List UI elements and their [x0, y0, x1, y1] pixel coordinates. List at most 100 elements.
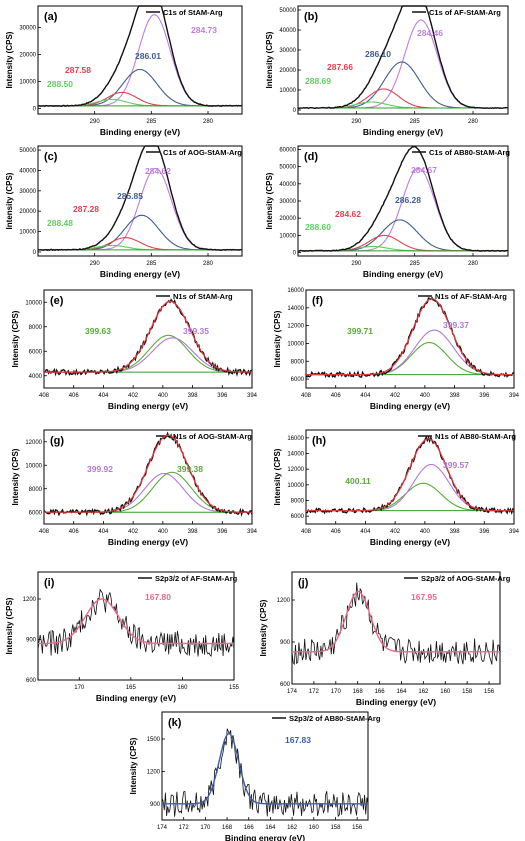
- x-tick-label: 170: [74, 685, 85, 691]
- x-tick-label: 285: [146, 119, 157, 125]
- x-axis-title: Binding energy (eV): [363, 127, 443, 137]
- y-tick-label: 0: [33, 250, 37, 256]
- y-tick-label: 30000: [279, 48, 296, 54]
- x-tick-label: 394: [509, 529, 520, 535]
- y-tick-label: 6000: [291, 377, 305, 383]
- component-peak: [44, 334, 252, 373]
- x-tick-label: 285: [146, 261, 157, 267]
- x-tick-label: 172: [179, 825, 190, 831]
- x-tick-label: 166: [244, 825, 255, 831]
- legend-label: N1s of AOG-StAM-Arg: [173, 432, 252, 441]
- y-tick-label: 10000: [19, 230, 36, 236]
- y-tick-label: 8000: [29, 487, 43, 493]
- y-tick-label: 8000: [291, 499, 305, 505]
- x-tick-label: 408: [39, 393, 50, 399]
- x-tick-label: 404: [360, 529, 371, 535]
- y-tick-label: 0: [293, 108, 297, 114]
- panel-letter: (b): [304, 11, 318, 23]
- peak-label: 399.37: [443, 320, 469, 330]
- y-tick-label: 16000: [287, 436, 304, 442]
- component-peak: [298, 88, 508, 109]
- x-tick-label: 394: [247, 393, 258, 399]
- y-tick-label: 900: [280, 640, 291, 646]
- x-tick-label: 156: [484, 689, 495, 695]
- y-tick-label: 900: [150, 802, 161, 808]
- x-tick-label: 406: [69, 393, 80, 399]
- plot-frame: [43, 289, 253, 389]
- panel-letter: (i): [44, 577, 55, 589]
- x-tick-label: 166: [375, 689, 386, 695]
- peak-label: 288.69: [305, 76, 331, 86]
- x-tick-label: 168: [222, 825, 233, 831]
- panel-g: 408 406 404 402 400 398 396 394 6000 8000 10000 120…: [11, 429, 258, 547]
- fit-envelope: [292, 590, 500, 653]
- y-tick-label: 4000: [29, 374, 43, 380]
- panel-h: 408 406 404 402 400 398 396 394 6000 8000 10000 120…: [273, 429, 520, 547]
- y-tick-label: 50000: [279, 165, 296, 171]
- y-tick-label: 30000: [19, 189, 36, 195]
- panel-c: 290 285 280 0 10000 20000 30000 40000 50000 Bindi…: [5, 145, 243, 279]
- x-axis-title: Binding energy (eV): [100, 127, 180, 137]
- raw-spectrum: [297, 5, 509, 110]
- panel-letter: (k): [168, 717, 182, 729]
- y-axis-title: Intensity (CPS): [5, 172, 14, 229]
- x-tick-label: 402: [390, 393, 401, 399]
- component-peak: [306, 463, 514, 512]
- fit-envelope: [44, 434, 252, 513]
- x-tick-label: 172: [309, 689, 320, 695]
- x-tick-label: 290: [90, 119, 101, 125]
- y-tick-label: 900: [26, 638, 37, 644]
- panel-e: 408 406 404 402 400 398 396 394 4000 6000 8000 1000…: [11, 289, 258, 411]
- x-tick-label: 160: [440, 689, 451, 695]
- y-tick-label: 50000: [19, 148, 36, 154]
- peak-label: 399.92: [87, 464, 113, 474]
- y-axis-title: Intensity (CPS): [11, 448, 20, 505]
- component-peak: [44, 472, 252, 513]
- panel-letter: (a): [44, 11, 58, 23]
- y-tick-label: 1500: [147, 737, 161, 743]
- raw-spectrum: [37, 5, 243, 108]
- x-tick-label: 285: [410, 119, 421, 125]
- x-tick-label: 406: [69, 529, 80, 535]
- x-tick-label: 394: [247, 529, 258, 535]
- panel-letter: (f): [312, 295, 323, 307]
- x-axis-title: Binding energy (eV): [100, 269, 180, 279]
- peak-label: 399.38: [177, 464, 203, 474]
- peak-label: 284.62: [145, 166, 171, 176]
- panel-b: 290 285 280 0 10000 20000 30000 40000 50000 Bindi…: [265, 5, 509, 137]
- component-peak: [44, 337, 252, 373]
- fit-envelope: [306, 438, 514, 512]
- y-tick-label: 60000: [279, 147, 296, 153]
- y-tick-label: 10000: [279, 88, 296, 94]
- x-tick-label: 398: [188, 393, 199, 399]
- legend-label: N1s of StAM-Arg: [173, 292, 233, 301]
- legend-label: S2p3/2 of AB80-StAM-Arg: [289, 714, 381, 723]
- peak-label: 167.95: [411, 592, 437, 602]
- legend-label: S2p3/2 of AOG-StAM-Arg: [421, 574, 511, 583]
- y-axis-title: Intensity (CPS): [273, 448, 282, 505]
- x-tick-label: 280: [203, 119, 214, 125]
- x-tick-label: 162: [418, 689, 429, 695]
- x-tick-label: 396: [217, 529, 228, 535]
- y-tick-label: 6000: [291, 514, 305, 520]
- panel-f: 408 406 404 402 400 398 396 394 6000 8000 10000 120…: [273, 288, 520, 411]
- x-axis-title: Binding energy (eV): [370, 401, 450, 411]
- peak-label: 288.60: [305, 222, 331, 232]
- y-tick-label: 40000: [19, 168, 36, 174]
- panel-a: 290 285 280 0 10000 20000 30000 Binding energy …: [5, 5, 243, 137]
- component-peak: [38, 98, 242, 107]
- legend-label: N1s of AB80-StAM-Arg: [435, 432, 516, 441]
- legend-label: C1s of AB80-StAM-Arg: [429, 148, 510, 157]
- y-tick-label: 20000: [279, 68, 296, 74]
- legend-label: C1s of StAM-Arg: [163, 8, 223, 17]
- panel-letter: (e): [50, 295, 64, 307]
- x-axis-title: Binding energy (eV): [363, 269, 443, 279]
- peak-label: 286.01: [135, 51, 161, 61]
- y-tick-label: 12000: [287, 324, 304, 330]
- y-tick-label: 14000: [287, 306, 304, 312]
- panel-i: 170 165 160 155 600 900 1200 Binding energy (eV…: [5, 571, 240, 703]
- component-peak: [298, 234, 508, 252]
- x-tick-label: 168: [353, 689, 364, 695]
- x-tick-label: 404: [98, 393, 109, 399]
- raw-spectrum: [37, 588, 235, 657]
